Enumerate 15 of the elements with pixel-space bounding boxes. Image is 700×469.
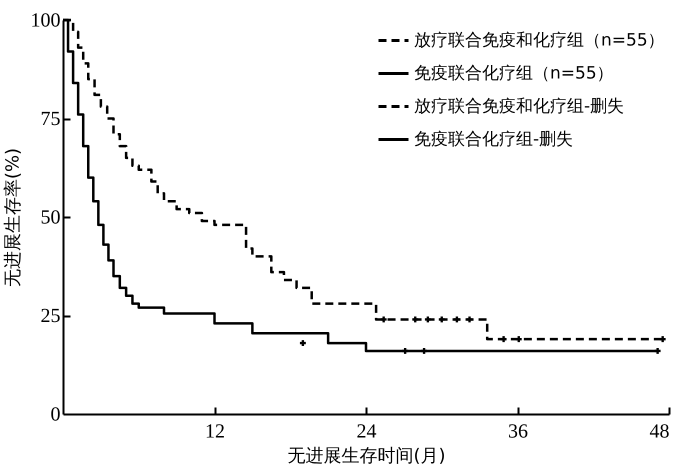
legend-label: 放疗联合免疫和化疗组-删失 (414, 96, 624, 116)
x-tick-label: 36 (508, 420, 528, 442)
x-tick-label: 24 (356, 420, 376, 442)
y-tick-label: 25 (40, 305, 60, 327)
y-tick-label: 0 (50, 404, 60, 426)
x-tick-label: 12 (205, 420, 225, 442)
x-tick-label: 48 (650, 420, 670, 442)
x-axis-title: 无进展生存时间(月) (287, 446, 446, 466)
y-tick-label: 100 (30, 10, 60, 32)
legend-label: 放疗联合免疫和化疗组（n=55） (414, 30, 665, 50)
legend-label: 免疫联合化疗组-删失 (414, 130, 574, 150)
legend-label: 免疫联合化疗组（n=55） (414, 64, 614, 84)
y-tick-label: 50 (40, 206, 60, 228)
y-tick-label: 75 (40, 108, 60, 130)
y-axis-title: 无进展生存率(%) (2, 148, 24, 288)
